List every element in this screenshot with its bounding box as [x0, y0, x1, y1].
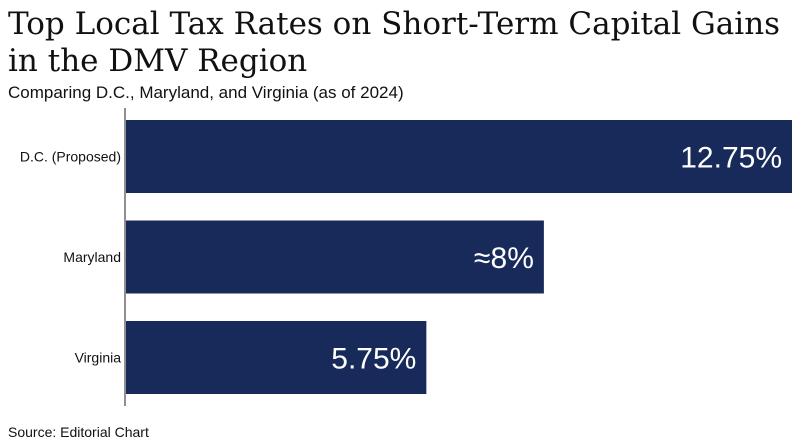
category-labels-group: D.C. (Proposed) Maryland Virginia	[20, 149, 121, 366]
category-label-0: D.C. (Proposed)	[20, 149, 121, 165]
bar-2	[126, 321, 427, 394]
category-label-1: Maryland	[63, 249, 121, 265]
value-label-1: ≈8%	[474, 242, 534, 275]
chart-title: Top Local Tax Rates on Short-Term Capita…	[8, 6, 781, 79]
value-label-2: 5.75%	[331, 343, 416, 376]
value-labels-group: 12.75% ≈8% 5.75%	[331, 142, 782, 376]
bar-0	[126, 120, 792, 193]
chart-subtitle: Comparing D.C., Maryland, and Virginia (…	[8, 83, 404, 102]
bar-1	[126, 220, 544, 294]
value-label-0: 12.75%	[680, 142, 782, 175]
source-note: Source: Editorial Chart	[8, 424, 149, 440]
category-label-2: Virginia	[75, 350, 122, 366]
bars-group	[126, 120, 792, 394]
